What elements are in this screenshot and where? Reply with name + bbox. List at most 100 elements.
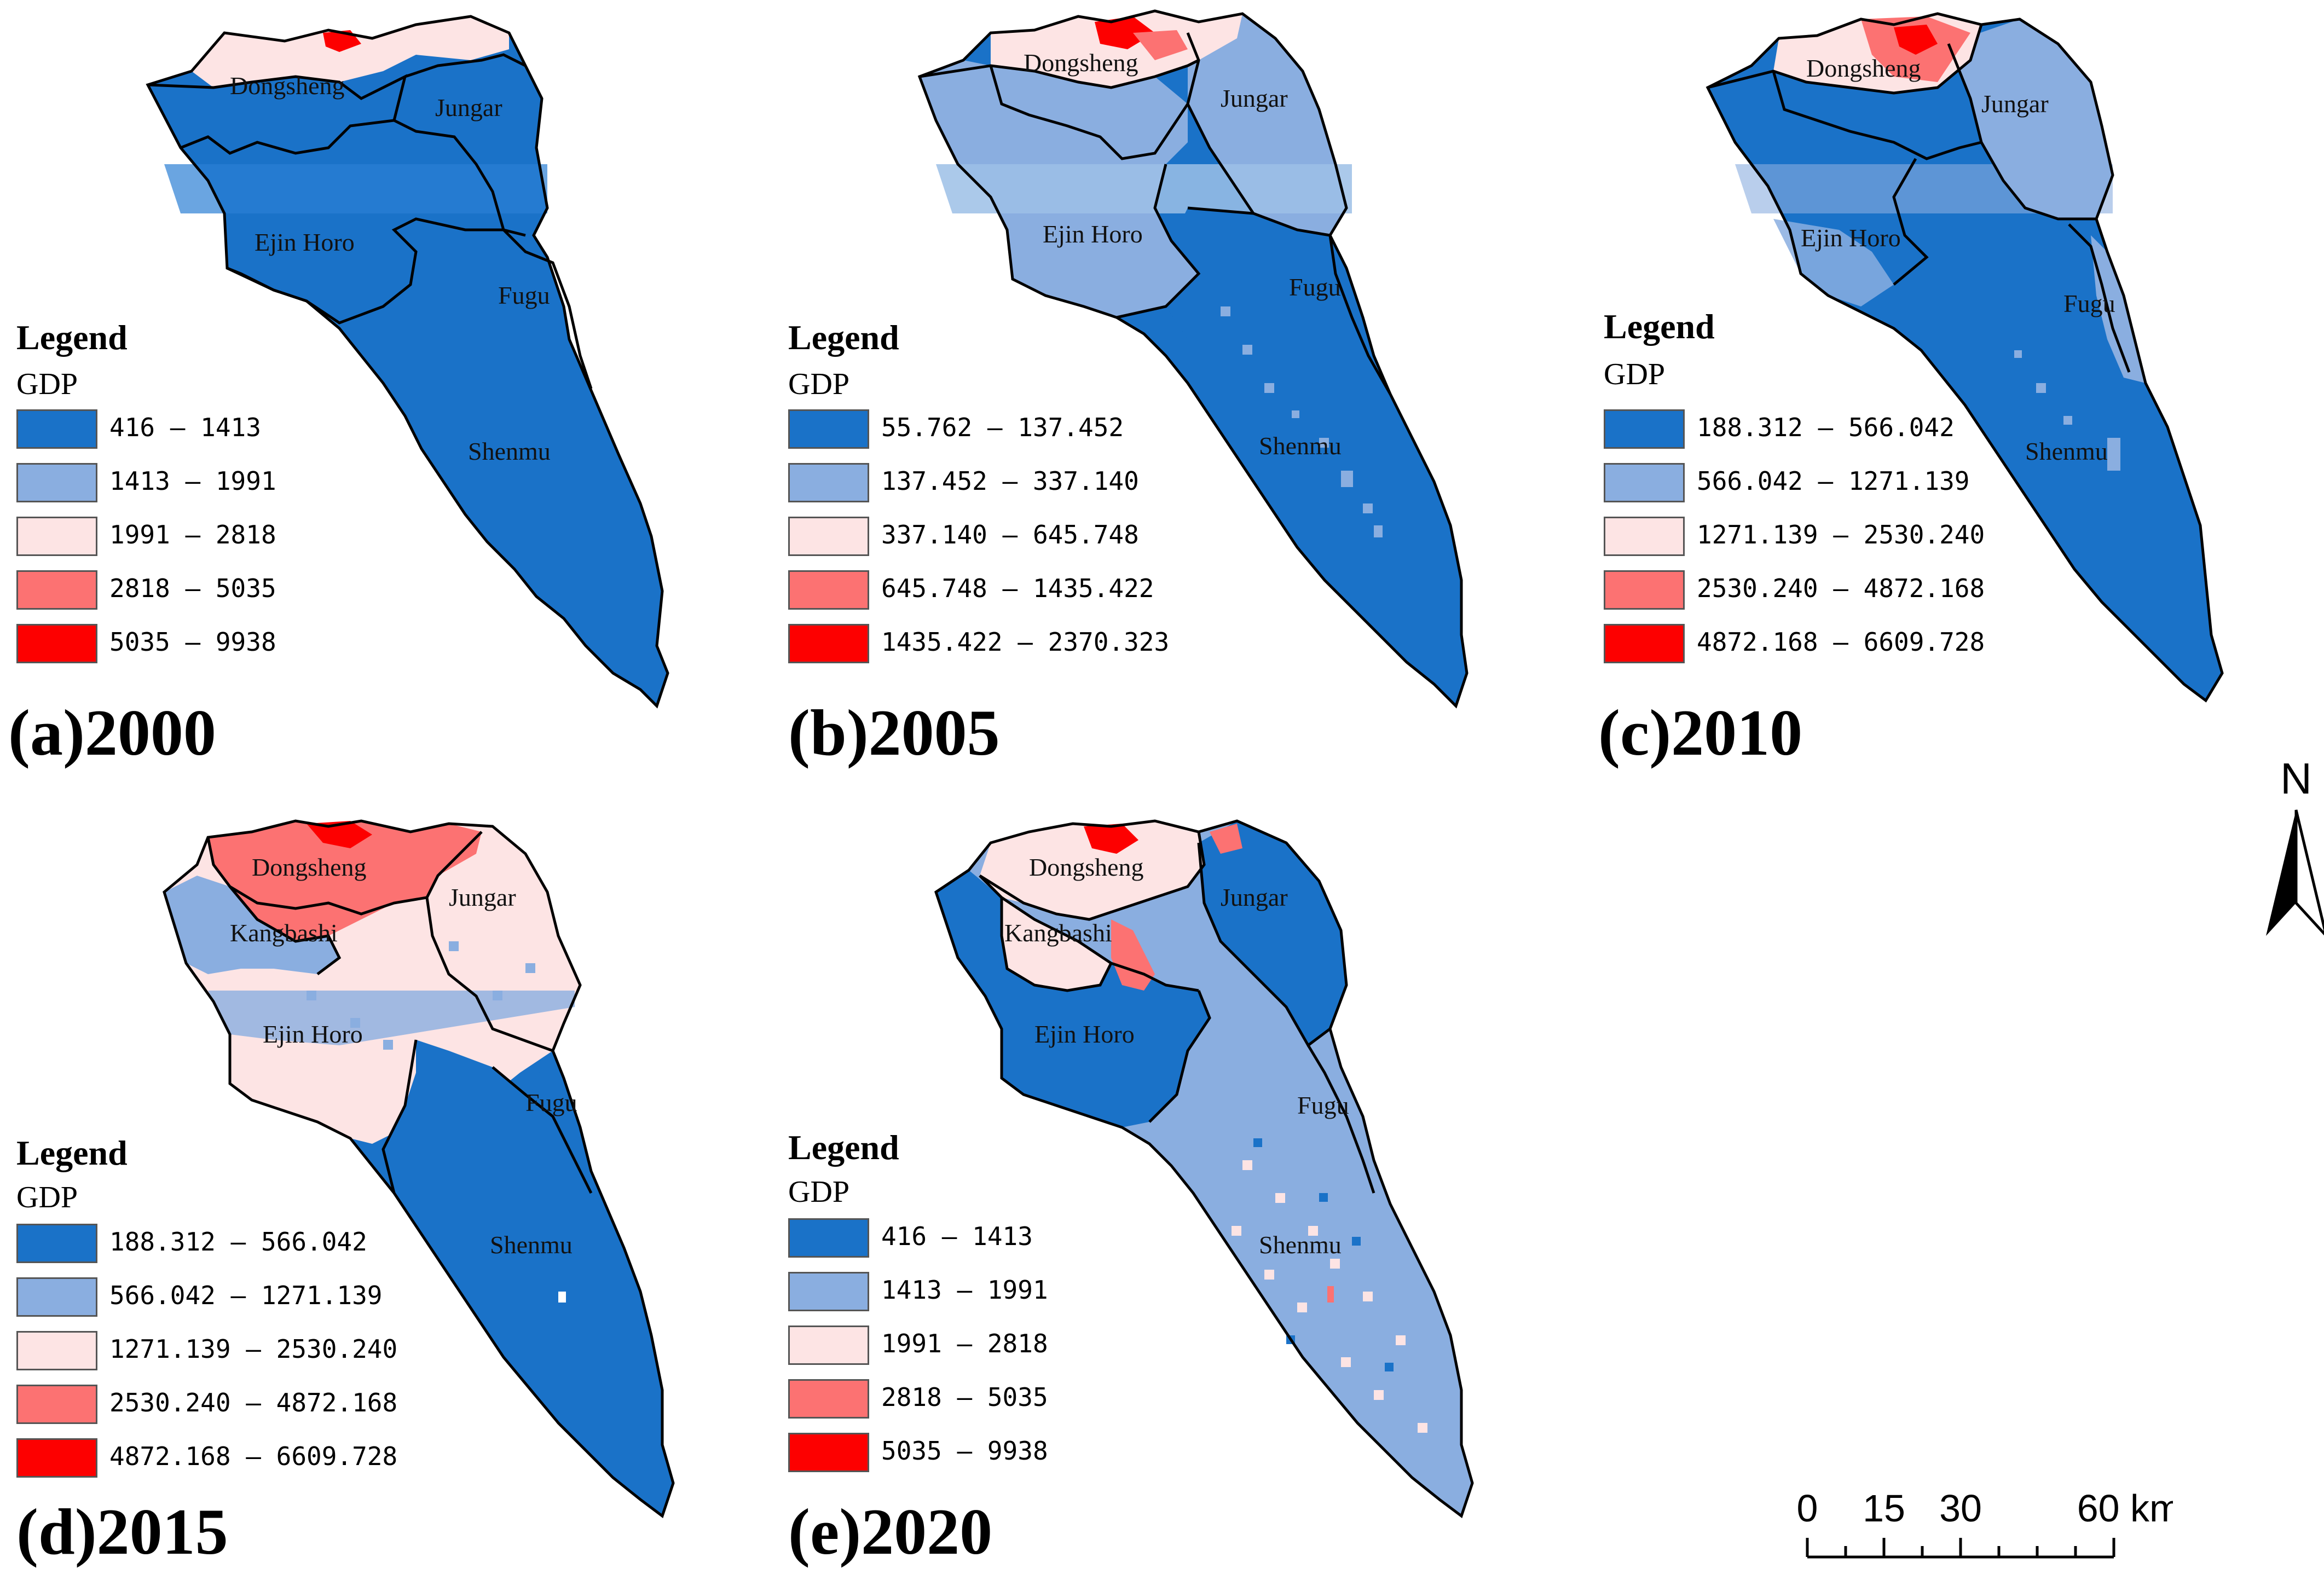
county-label-fugu: Fugu (1289, 273, 1341, 301)
legend-range: 1413 — 1991 (881, 1275, 1048, 1305)
scale-tick-60: 60 km (2077, 1487, 2173, 1530)
county-label-jungar: Jungar (1221, 883, 1288, 911)
panel-2005: Dongsheng Jungar Ejin Horo Fugu Shenmu L… (772, 0, 1538, 794)
legend-swatch (16, 409, 97, 449)
legend-swatch (788, 1433, 869, 1472)
legend-swatch (1604, 624, 1685, 663)
county-label-shenmu: Shenmu (1259, 432, 1342, 460)
county-label-dongsheng: Dongsheng (1029, 853, 1144, 881)
legend-swatch (16, 463, 97, 502)
legend-range: 1271.139 — 2530.240 (1697, 520, 1985, 549)
shenmu-pink-speckles (1232, 1160, 1427, 1433)
legend-title: Legend (788, 1128, 899, 1167)
legend-swatch (16, 1385, 97, 1424)
shenmu-speckles (1221, 306, 1383, 537)
dongsheng-red (307, 821, 372, 848)
county-boundaries (1706, 12, 2224, 703)
legend-range: 337.140 — 645.748 (881, 520, 1139, 549)
legend-swatch (1604, 463, 1685, 502)
county-labels: Dongsheng Jungar Ejin Horo Fugu Shenmu (230, 72, 551, 465)
legend-range: 4872.168 — 6609.728 (1697, 627, 1985, 657)
shenmu-dark (1166, 208, 1467, 706)
county-label-shenmu: Shenmu (468, 437, 551, 465)
legend-range: 2818 — 5035 (109, 574, 276, 603)
kangbashi-light (164, 876, 339, 974)
legend-title: Legend (1604, 307, 1715, 346)
scale-tick-0: 0 (1797, 1487, 1818, 1530)
dongsheng-salmon (208, 821, 482, 941)
legend-2015: Legend GDP 188.312 — 566.042 566.042 — 1… (16, 1133, 482, 1483)
county-label-ejin-horo: Ejin Horo (1801, 224, 1901, 252)
county-label-ejin-horo: Ejin Horo (255, 228, 355, 256)
panel-2015: Dongsheng Kangbashi Jungar Ejin Horo Fug… (0, 810, 766, 1586)
kangbashi-pink (1002, 898, 1111, 991)
county-label-dongsheng: Dongsheng (1806, 54, 1921, 82)
middle-band (936, 164, 1352, 213)
legend-variable: GDP (16, 1180, 78, 1214)
blue-speckles (307, 941, 535, 1050)
dongsheng-red (1084, 824, 1138, 854)
legend-swatch (16, 1438, 97, 1478)
central-band (164, 164, 547, 213)
scale-tick-15: 15 (1863, 1487, 1905, 1530)
county-label-ejin-horo: Ejin Horo (1043, 220, 1143, 248)
legend-range: 188.312 — 566.042 (1697, 413, 1955, 442)
ejin-light-patch (1773, 219, 1894, 306)
middle-band (1735, 164, 2113, 213)
county-label-kangbashi: Kangbashi (1004, 919, 1112, 947)
legend-2000: Legend GDP 416 — 1413 1413 — 1991 1991 —… (16, 317, 454, 679)
legend-range: 566.042 — 1271.139 (109, 1281, 383, 1310)
panel-label-2020: (e)2020 (788, 1495, 993, 1568)
panel-label-2000: (a)2000 (8, 696, 216, 769)
legend-swatch (788, 463, 869, 502)
legend-swatch (788, 624, 869, 663)
north-arrow-label: N (2280, 755, 2312, 803)
county-label-fugu: Fugu (1297, 1091, 1349, 1119)
legend-swatch (788, 1325, 869, 1365)
legend-swatch (16, 570, 97, 610)
legend-swatch (16, 1331, 97, 1370)
legend-swatch (1604, 409, 1685, 449)
shenmu-speckles (2014, 350, 2120, 471)
legend-swatch (788, 1272, 869, 1311)
scale-tick-30: 30 (1939, 1487, 1982, 1530)
legend-swatch (788, 517, 869, 556)
county-boundaries (146, 15, 669, 709)
county-label-dongsheng: Dongsheng (252, 853, 367, 881)
county-label-dongsheng: Dongsheng (230, 72, 345, 100)
legend-range: 5035 — 9938 (881, 1436, 1048, 1466)
county-boundaries (163, 819, 675, 1519)
legend-swatch (16, 517, 97, 556)
legend-swatch (788, 570, 869, 610)
county-label-shenmu: Shenmu (1259, 1231, 1342, 1259)
scale-bar-ruler (1806, 1538, 2115, 1559)
north-arrow-icon (2266, 810, 2296, 936)
county-boundaries (917, 9, 1469, 709)
legend-range: 416 — 1413 (109, 413, 261, 442)
legend-title: Legend (16, 318, 128, 357)
legend-swatch (1604, 570, 1685, 610)
panel-label-2005: (b)2005 (788, 696, 1000, 769)
dongsheng-salmon (1133, 30, 1188, 60)
north-arrow: N (2266, 755, 2324, 936)
dongsheng-pink-band (192, 16, 509, 88)
legend-range: 188.312 — 566.042 (109, 1227, 367, 1257)
legend-2010: Legend GDP 188.312 — 566.042 566.042 — 1… (1604, 306, 2069, 679)
county-label-jungar: Jungar (449, 883, 516, 911)
county-labels: Dongsheng Kangbashi Jungar Ejin Horo Fug… (230, 853, 577, 1259)
county-boundaries (934, 819, 1474, 1519)
legend-title: Legend (788, 318, 899, 357)
map-2000: Dongsheng Jungar Ejin Horo Fugu Shenmu (146, 15, 669, 709)
panel-2010: Dongsheng Jungar Ejin Horo Fugu Shenmu L… (1587, 0, 2324, 794)
legend-range: 1271.139 — 2530.240 (109, 1334, 398, 1364)
legend-swatch (1604, 517, 1685, 556)
legend-range: 5035 — 9938 (109, 627, 276, 657)
county-label-dongsheng: Dongsheng (1024, 49, 1138, 77)
legend-swatch (788, 409, 869, 449)
legend-range: 566.042 — 1271.139 (1697, 466, 1970, 496)
shenmu-dark (383, 1040, 673, 1516)
county-label-jungar: Jungar (1981, 90, 2049, 118)
legend-swatch (16, 1224, 97, 1263)
panel-2000: Dongsheng Jungar Ejin Horo Fugu Shenmu L… (0, 0, 766, 794)
legend-variable: GDP (788, 1175, 850, 1209)
